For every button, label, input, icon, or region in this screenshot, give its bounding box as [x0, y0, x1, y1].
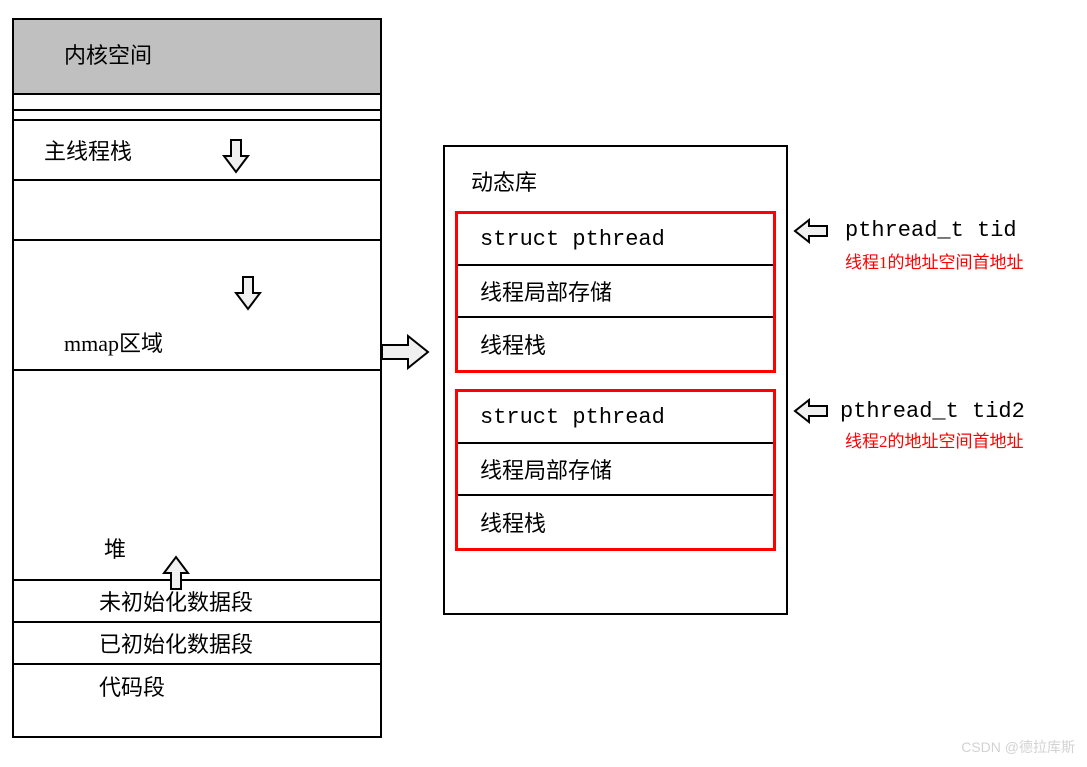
heap-region: 堆	[14, 371, 380, 581]
gap-region	[14, 111, 380, 121]
kernel-label: 内核空间	[64, 43, 152, 68]
init-data-region: 已初始化数据段	[14, 623, 380, 665]
kernel-space-region: 内核空间	[14, 20, 380, 95]
arrow-left-icon	[793, 218, 829, 244]
thread2-block: struct pthread 线程局部存储 线程栈	[455, 389, 776, 551]
dynlib-title: 动态库	[455, 155, 776, 211]
thread2-struct: struct pthread	[458, 392, 773, 444]
main-stack-label: 主线程栈	[44, 134, 132, 166]
tid1-description: 线程1的地址空间首地址	[845, 248, 1024, 273]
uninit-data-region: 未初始化数据段	[14, 581, 380, 623]
thread2-tls: 线程局部存储	[458, 444, 773, 496]
arrow-right-icon	[380, 334, 430, 370]
mmap-label: mmap区域	[64, 326, 163, 358]
gap-region	[14, 95, 380, 111]
arrow-up-icon	[162, 555, 190, 591]
code-region: 代码段	[14, 665, 380, 707]
code-label: 代码段	[99, 670, 165, 702]
dynamic-library-detail: 动态库 struct pthread 线程局部存储 线程栈 struct pth…	[443, 145, 788, 615]
tid2-annotation: pthread_t tid2	[840, 399, 1025, 424]
init-data-label: 已初始化数据段	[99, 627, 253, 659]
watermark: CSDN @德拉库斯	[961, 737, 1075, 757]
tid2-description: 线程2的地址空间首地址	[845, 427, 1024, 452]
tid1-annotation: pthread_t tid	[845, 218, 1017, 243]
thread1-block: struct pthread 线程局部存储 线程栈	[455, 211, 776, 373]
arrow-left-icon	[793, 398, 829, 424]
thread1-tls: 线程局部存储	[458, 266, 773, 318]
thread1-stack: 线程栈	[458, 318, 773, 370]
arrow-down-icon	[222, 138, 250, 174]
mmap-region: mmap区域	[14, 241, 380, 371]
arrow-down-icon	[234, 275, 262, 311]
thread1-struct: struct pthread	[458, 214, 773, 266]
gap-region	[14, 181, 380, 241]
heap-label: 堆	[104, 532, 126, 564]
thread2-stack: 线程栈	[458, 496, 773, 548]
main-stack-region: 主线程栈	[14, 121, 380, 181]
memory-layout-diagram: 内核空间 主线程栈 mmap区域 堆 未初始化数据段 已初始化数据段 代码段	[12, 18, 382, 738]
